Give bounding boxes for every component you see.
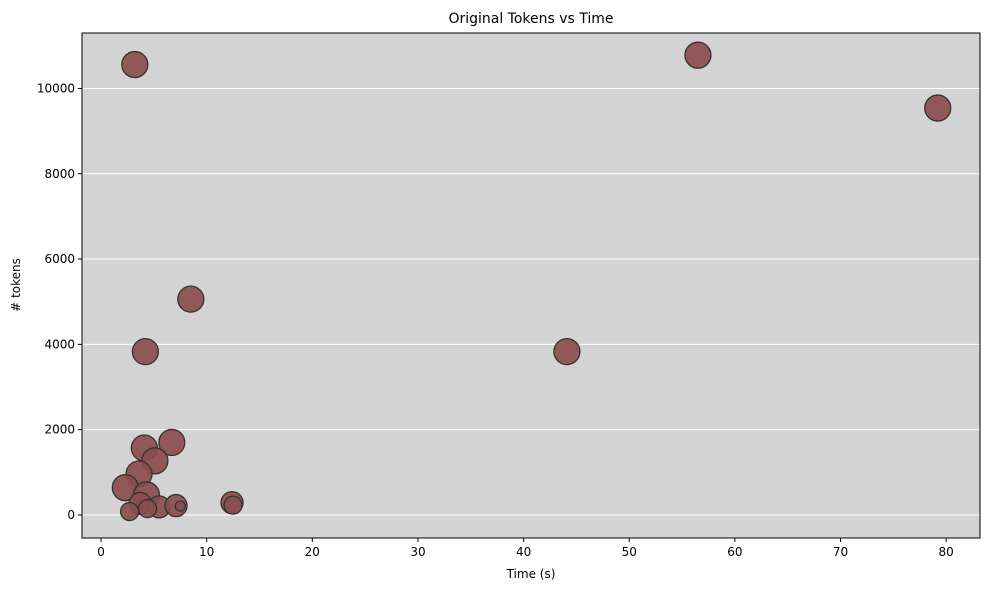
- x-tick-label: 10: [199, 545, 214, 559]
- plot-area: [82, 33, 980, 538]
- data-point: [924, 94, 952, 122]
- data-point: [684, 41, 712, 69]
- x-tick-label: 80: [939, 545, 954, 559]
- x-tick-label: 50: [622, 545, 637, 559]
- data-point: [553, 337, 581, 366]
- data-point: [119, 501, 140, 522]
- data-point: [131, 337, 160, 366]
- data-points: [111, 41, 952, 522]
- plot-frame: [81, 32, 981, 539]
- x-tick-label: 70: [833, 545, 848, 559]
- y-tick-label: 4000: [44, 337, 75, 351]
- data-point: [121, 50, 149, 79]
- y-tick-label: 8000: [44, 167, 75, 181]
- y-tick-label: 6000: [44, 252, 75, 266]
- x-tick-label: 30: [410, 545, 425, 559]
- data-point: [158, 428, 186, 457]
- x-axis-ticks: 0 10 20 30 40 50 60 70 80: [97, 538, 954, 559]
- y-tick-label: 10000: [37, 81, 75, 95]
- y-tick-label: 2000: [44, 423, 75, 437]
- chart-title: Original Tokens vs Time: [448, 11, 613, 27]
- data-point: [177, 285, 205, 313]
- x-tick-label: 0: [97, 545, 105, 559]
- data-point: [223, 495, 243, 515]
- y-axis-ticks: 0 2000 4000 6000 8000 10000: [37, 81, 82, 522]
- y-tick-label: 0: [67, 508, 75, 522]
- x-tick-label: 60: [727, 545, 742, 559]
- data-point: [174, 500, 186, 512]
- y-axis-label: # tokens: [9, 258, 23, 312]
- x-tick-label: 40: [516, 545, 531, 559]
- x-axis-label: Time (s): [506, 567, 556, 581]
- grid-lines: [82, 87, 980, 516]
- x-tick-label: 20: [305, 545, 320, 559]
- data-point: [137, 498, 158, 519]
